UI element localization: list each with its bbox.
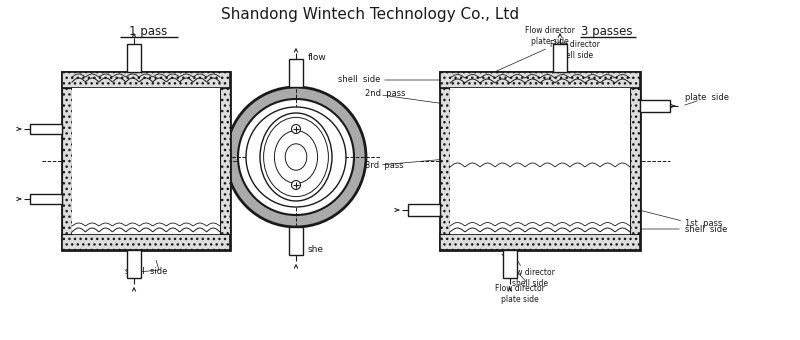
Circle shape bbox=[226, 87, 366, 227]
Bar bbox=[289, 59, 303, 87]
Ellipse shape bbox=[260, 113, 332, 201]
Bar bbox=[503, 250, 517, 278]
Bar bbox=[440, 234, 640, 250]
Bar bbox=[630, 88, 640, 234]
Text: Flow director
plate side: Flow director plate side bbox=[495, 284, 545, 304]
Text: shell  side: shell side bbox=[685, 224, 727, 234]
Text: flow: flow bbox=[308, 52, 326, 62]
Text: 1st  pass: 1st pass bbox=[685, 219, 722, 228]
Text: Flow director
plate side: Flow director plate side bbox=[525, 26, 575, 46]
Bar bbox=[553, 44, 567, 72]
Bar bbox=[62, 72, 230, 250]
Bar bbox=[62, 234, 230, 250]
Bar bbox=[30, 194, 62, 204]
Bar bbox=[127, 44, 141, 72]
Bar bbox=[62, 88, 72, 234]
Text: shell  side: shell side bbox=[107, 89, 150, 99]
Bar bbox=[289, 227, 303, 255]
Bar bbox=[62, 72, 230, 88]
Text: 3rd  pass: 3rd pass bbox=[365, 162, 404, 170]
Circle shape bbox=[291, 124, 301, 134]
Bar bbox=[220, 88, 230, 234]
Bar bbox=[408, 204, 440, 216]
Bar bbox=[640, 100, 670, 112]
Text: Flow director
shell side: Flow director shell side bbox=[505, 268, 555, 288]
Text: 2nd  pass: 2nd pass bbox=[365, 89, 406, 98]
Text: 1 pass: 1 pass bbox=[129, 26, 167, 38]
Circle shape bbox=[246, 107, 346, 207]
Text: Shandong Wintech Technology Co., Ltd: Shandong Wintech Technology Co., Ltd bbox=[221, 7, 519, 22]
Circle shape bbox=[291, 181, 301, 189]
Text: shell  side: shell side bbox=[338, 75, 380, 85]
Bar bbox=[440, 88, 450, 234]
Bar bbox=[127, 250, 141, 278]
Text: 3 passes: 3 passes bbox=[582, 26, 633, 38]
Circle shape bbox=[238, 99, 354, 215]
Text: plate  side: plate side bbox=[137, 102, 181, 112]
Bar bbox=[30, 124, 62, 134]
Text: she: she bbox=[308, 244, 324, 254]
Bar bbox=[450, 88, 630, 234]
Text: Flow director
shell side: Flow director shell side bbox=[550, 40, 600, 60]
Text: plate  side: plate side bbox=[685, 94, 729, 102]
Text: shell  side: shell side bbox=[125, 268, 167, 276]
Bar bbox=[72, 88, 220, 234]
Bar bbox=[440, 72, 640, 88]
Bar bbox=[440, 72, 640, 250]
